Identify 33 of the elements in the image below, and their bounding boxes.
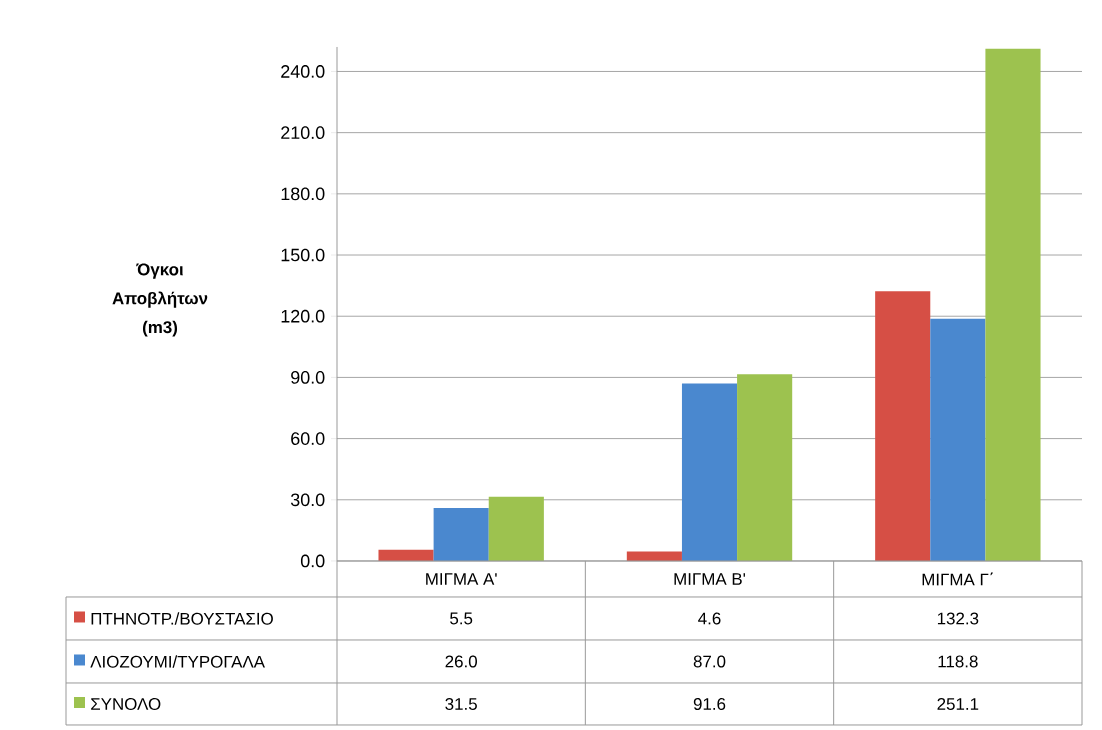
y-axis-title: Όγκοι Αποβλήτων (m3): [112, 263, 208, 337]
bar: [875, 291, 931, 561]
data-label: 5.5: [450, 612, 473, 625]
y-tick-label: 240.0: [281, 65, 325, 78]
legend-label: ΛΙΟΖΟΥΜΙ/ΤΥΡΟΓΑΛΑ: [90, 655, 265, 668]
data-label: 4.6: [698, 612, 721, 625]
x-tick-label: ΜΙΓΜΑ Α': [426, 573, 497, 585]
data-label: 31.5: [445, 697, 477, 710]
y-tick-label: 0.0: [300, 554, 325, 568]
y-tick-label: 120.0: [281, 309, 325, 323]
bar: [378, 549, 434, 561]
bar: [985, 48, 1041, 561]
y-tick-label: 60.0: [291, 432, 325, 445]
bar: [488, 496, 544, 561]
data-label: 91.6: [693, 697, 726, 710]
y-tick-label: 180.0: [281, 187, 325, 201]
y-tick-label: 30.0: [290, 493, 325, 507]
bar: [681, 383, 738, 561]
data-label: 118.8: [938, 655, 978, 668]
x-tick-label: ΜΙΓΜΑ Β': [674, 573, 746, 585]
bar: [930, 318, 986, 561]
legend-label: ΣΥΝΟΛΟ: [91, 697, 161, 710]
data-label: 132.3: [937, 612, 979, 625]
bar: [737, 374, 793, 561]
y-tick-label: 150.0: [281, 248, 325, 262]
y-tick-label: 90.0: [291, 371, 325, 384]
y-tick-label: 210.0: [281, 126, 325, 139]
x-tick-label: ΜΙΓΜΑ Γ΄: [922, 572, 993, 586]
bar: [433, 507, 489, 561]
legend-label: ΠΤΗΝΟΤΡ./ΒΟΥΣΤΑΣΙΟ: [91, 612, 273, 625]
data-label: 26.0: [445, 655, 477, 668]
data-label: 251.1: [937, 697, 979, 710]
data-label: 87.0: [693, 655, 726, 668]
